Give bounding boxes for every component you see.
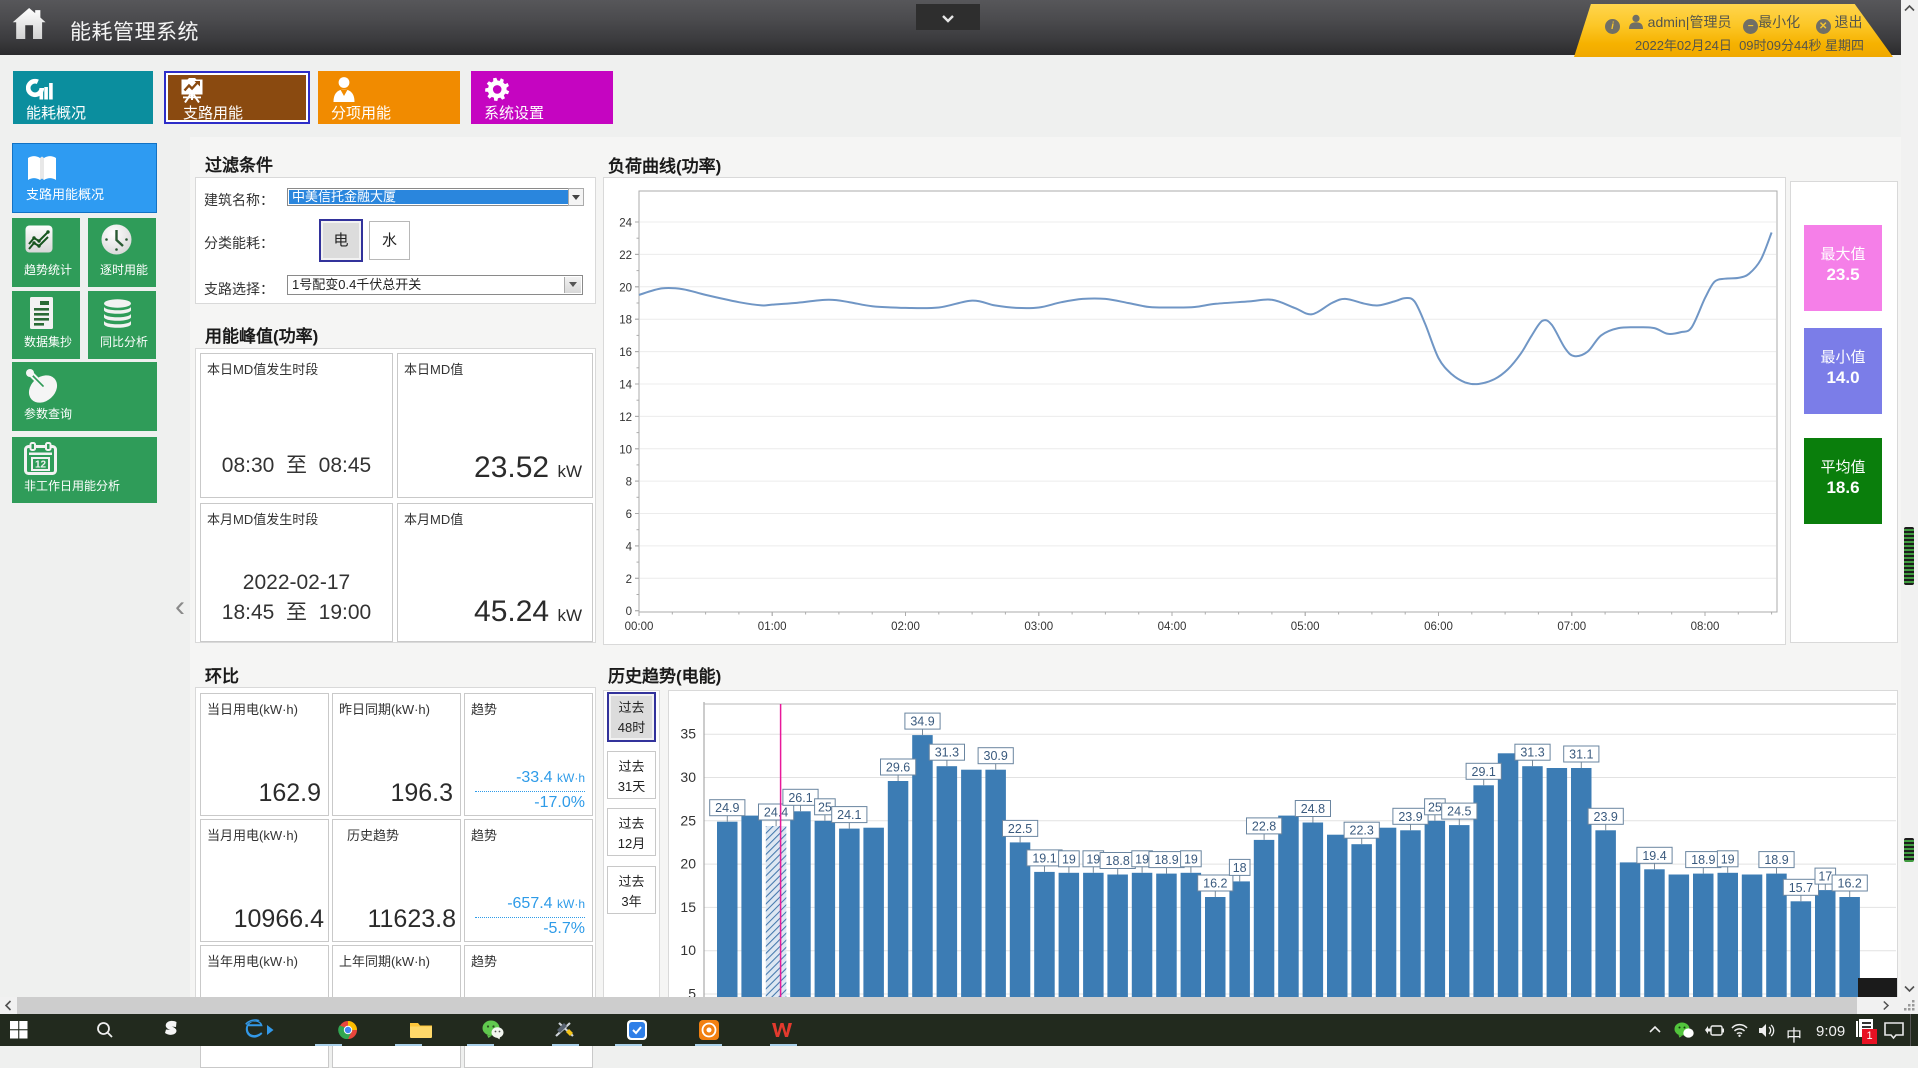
svg-text:16.2: 16.2	[1203, 877, 1227, 891]
svg-text:24.1: 24.1	[837, 808, 861, 822]
svg-text:29.1: 29.1	[1472, 765, 1496, 779]
svg-text:20: 20	[619, 282, 632, 294]
svg-text:18.9: 18.9	[1764, 853, 1788, 867]
svg-text:17: 17	[1818, 870, 1832, 884]
svg-text:20: 20	[680, 856, 696, 872]
svg-text:24.4: 24.4	[764, 806, 788, 820]
svg-text:22.8: 22.8	[1252, 819, 1276, 833]
svg-text:04:00: 04:00	[1158, 621, 1187, 633]
svg-text:19.1: 19.1	[1032, 851, 1056, 865]
svg-text:18.9: 18.9	[1154, 853, 1178, 867]
svg-text:16.2: 16.2	[1838, 877, 1862, 891]
svg-text:12: 12	[619, 412, 632, 424]
svg-text:07:00: 07:00	[1557, 621, 1586, 633]
svg-text:26.1: 26.1	[788, 791, 812, 805]
svg-text:24.9: 24.9	[715, 801, 739, 815]
svg-text:22.3: 22.3	[1350, 824, 1374, 838]
svg-text:15.7: 15.7	[1789, 881, 1813, 895]
svg-text:31.1: 31.1	[1569, 748, 1593, 762]
svg-text:06:00: 06:00	[1424, 621, 1453, 633]
svg-text:19: 19	[1062, 852, 1076, 866]
svg-text:00:00: 00:00	[625, 621, 654, 633]
svg-text:03:00: 03:00	[1024, 621, 1053, 633]
svg-text:02:00: 02:00	[891, 621, 920, 633]
svg-text:12: 12	[35, 460, 47, 471]
svg-text:19: 19	[1086, 852, 1100, 866]
svg-text:30.9: 30.9	[984, 749, 1008, 763]
svg-text:10: 10	[619, 444, 632, 456]
svg-text:5: 5	[688, 986, 696, 998]
svg-text:18: 18	[619, 315, 632, 327]
svg-text:25: 25	[818, 800, 832, 814]
svg-text:18: 18	[1233, 861, 1247, 875]
svg-text:19: 19	[1184, 852, 1198, 866]
svg-text:19: 19	[1721, 852, 1735, 866]
svg-text:16: 16	[619, 347, 632, 359]
svg-text:24.5: 24.5	[1447, 805, 1471, 819]
svg-text:25: 25	[680, 812, 696, 828]
svg-text:10: 10	[680, 942, 696, 958]
svg-text:2: 2	[626, 574, 632, 586]
svg-text:08:00: 08:00	[1691, 621, 1720, 633]
svg-text:31.3: 31.3	[935, 746, 959, 760]
svg-text:01:00: 01:00	[758, 621, 787, 633]
svg-text:05:00: 05:00	[1291, 621, 1320, 633]
svg-text:24: 24	[619, 218, 632, 230]
svg-text:29.6: 29.6	[886, 761, 910, 775]
svg-text:22: 22	[619, 250, 632, 262]
svg-text:0: 0	[626, 606, 632, 618]
svg-text:23.9: 23.9	[1398, 810, 1422, 824]
svg-text:8: 8	[626, 477, 632, 489]
svg-text:18.9: 18.9	[1691, 853, 1715, 867]
svg-text:18.8: 18.8	[1106, 854, 1130, 868]
svg-text:23.9: 23.9	[1594, 810, 1618, 824]
svg-text:19: 19	[1135, 852, 1149, 866]
svg-text:25: 25	[1428, 800, 1442, 814]
svg-text:14: 14	[619, 380, 632, 392]
svg-text:35: 35	[680, 726, 696, 742]
svg-text:22.5: 22.5	[1008, 822, 1032, 836]
svg-text:15: 15	[680, 899, 696, 915]
svg-text:6: 6	[626, 509, 632, 521]
svg-text:24.8: 24.8	[1301, 802, 1325, 816]
svg-text:19.4: 19.4	[1642, 849, 1666, 863]
svg-text:31.3: 31.3	[1520, 746, 1544, 760]
svg-text:4: 4	[626, 541, 633, 553]
svg-text:30: 30	[680, 769, 696, 785]
svg-text:34.9: 34.9	[910, 715, 934, 729]
